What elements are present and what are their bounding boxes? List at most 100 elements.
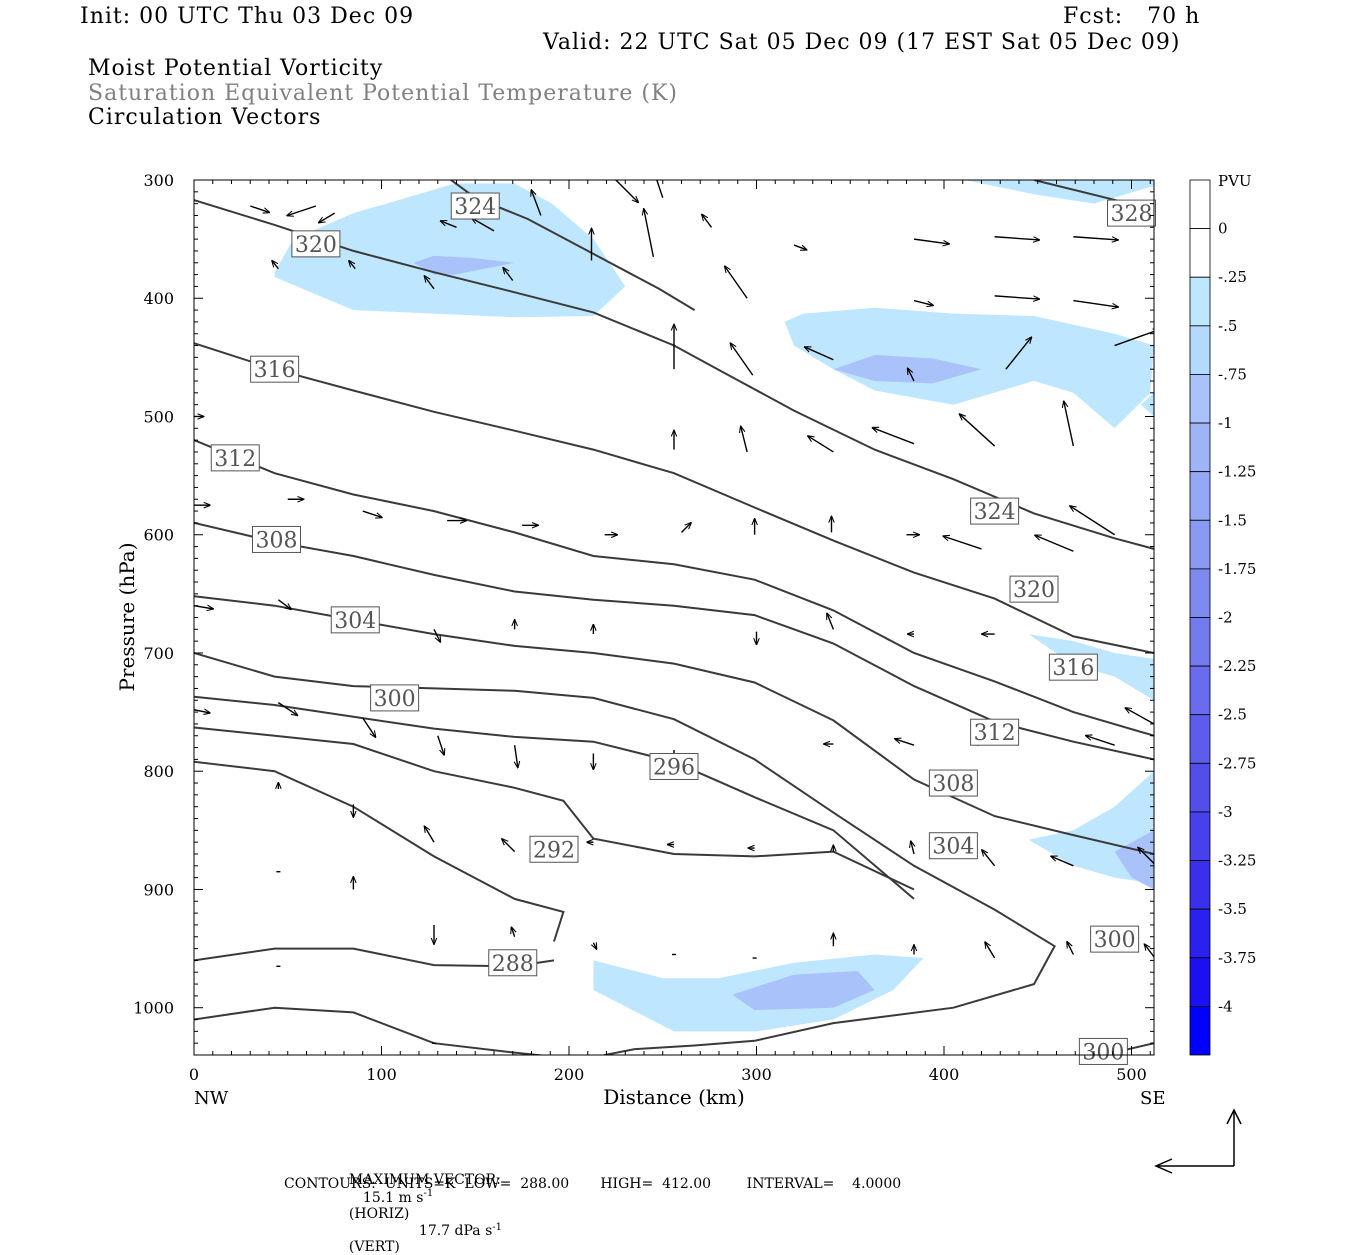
y-tick-label: 500 — [143, 407, 174, 426]
contour-label-box — [210, 444, 260, 472]
circulation-vector — [349, 261, 356, 270]
circulation-vector — [615, 180, 638, 202]
circulation-vector — [277, 702, 297, 716]
circulation-vector — [805, 347, 834, 361]
colorbar-cell — [1189, 860, 1211, 910]
colorbar-cell — [1189, 325, 1211, 375]
circulation-vector — [194, 606, 213, 609]
circulation-vector — [913, 299, 933, 306]
circulation-vector — [982, 850, 996, 867]
contour-label-box — [1107, 199, 1156, 227]
pv-region — [413, 255, 515, 275]
circulation-vector — [908, 368, 915, 382]
theta-contour — [194, 199, 1154, 550]
colorbar-cell — [1189, 617, 1211, 667]
colorbar-cell — [1189, 811, 1211, 861]
circulation-vector — [1005, 337, 1032, 370]
x-tick-label: 500 — [1116, 1065, 1147, 1084]
contour-label-text: 320 — [1013, 578, 1055, 603]
circulation-vector — [503, 268, 514, 281]
colorbar-label: -.25 — [1218, 268, 1247, 286]
circulation-vector — [1144, 944, 1154, 958]
y-tick-label: 600 — [143, 526, 174, 545]
y-tick-label: 1000 — [133, 999, 174, 1018]
circulation-vector — [793, 244, 807, 250]
colorbar-label: -1.75 — [1218, 560, 1256, 578]
contour-label-box — [649, 752, 699, 780]
circulation-vector — [994, 236, 1040, 240]
circulation-vector — [681, 523, 692, 533]
colorbar-cell — [1189, 762, 1211, 813]
contour-label: 300 — [370, 684, 420, 712]
colorbar-label: -1 — [1218, 414, 1233, 432]
colorbar-label: 0 — [1218, 220, 1228, 238]
contour-label-box — [291, 230, 341, 258]
vert-value: 17.7 dPa s — [418, 1223, 493, 1240]
circulation-vector — [808, 436, 834, 453]
contour-label-box — [970, 718, 1020, 746]
contour-label-box — [928, 769, 978, 797]
circulation-vector — [593, 943, 596, 949]
circulation-vector — [441, 221, 457, 228]
contour-label-text: 304 — [334, 609, 376, 634]
contour-label: 324 — [450, 192, 500, 220]
circulation-vector — [1138, 847, 1154, 864]
circulation-vector — [827, 613, 835, 630]
contour-label-text: 320 — [295, 233, 337, 258]
theta-contour — [194, 652, 1056, 1055]
circulation-vector — [1073, 299, 1118, 307]
contour-label-text: 312 — [214, 447, 256, 472]
circulation-vector — [730, 343, 754, 376]
contour-label: 324 — [970, 497, 1020, 525]
contour-label-box — [450, 192, 500, 220]
x-end-right-label: SE — [1140, 1088, 1165, 1109]
contour-label: 304 — [330, 606, 380, 634]
circulation-vector — [943, 536, 982, 550]
contour-label: 288 — [488, 949, 538, 977]
circulation-vector — [1125, 708, 1154, 725]
circulation-vector — [656, 180, 664, 198]
y-tick-label: 400 — [143, 289, 174, 308]
contour-label: 316 — [1048, 653, 1098, 681]
colorbar-cell — [1189, 422, 1211, 473]
contour-label-box — [250, 355, 300, 383]
y-tick-label: 700 — [143, 644, 174, 663]
x-tick-label: 0 — [189, 1065, 199, 1084]
vert-exponent: -1 — [492, 1221, 503, 1233]
circulation-vector — [872, 428, 915, 445]
pv-region — [1114, 830, 1154, 890]
contour-label-text: 324 — [454, 195, 496, 220]
vert-tag: (VERT) — [348, 1239, 400, 1255]
contour-label-text: 316 — [1052, 656, 1094, 681]
circulation-vector — [741, 426, 748, 453]
circulation-vector — [1064, 401, 1075, 447]
circulation-vector — [250, 205, 269, 212]
colorbar-cell — [1189, 276, 1211, 327]
contour-label-box — [928, 832, 978, 860]
x-axis-title: Distance (km) — [603, 1085, 745, 1109]
field-theta-es: Saturation Equivalent Potential Temperat… — [88, 81, 678, 106]
colorbar-cell — [1189, 471, 1211, 521]
field-vectors: Circulation Vectors — [88, 105, 322, 130]
y-axis-title: Pressure (hPa) — [115, 543, 139, 692]
circulation-vector — [994, 295, 1040, 299]
colorbar-label: -3 — [1218, 803, 1233, 821]
colorbar-label: -.75 — [1218, 365, 1247, 383]
contour-label-text: 308 — [256, 528, 298, 553]
contour-label: 320 — [291, 230, 341, 258]
contour-label: 312 — [970, 718, 1020, 746]
x-end-left-label: NW — [194, 1088, 229, 1109]
x-tick-label: 400 — [929, 1065, 960, 1084]
contour-label-text: 300 — [1082, 1040, 1124, 1065]
horiz-value: 15.1 m s — [362, 1189, 424, 1206]
x-tick-label: 300 — [741, 1065, 772, 1084]
contour-label-text: 304 — [932, 835, 974, 860]
contour-label-box — [1048, 653, 1098, 681]
contour-label-text: 288 — [492, 952, 534, 977]
colorbar-cell — [1189, 374, 1211, 424]
contour-label-box — [529, 835, 579, 863]
colorbar-cell — [1189, 519, 1211, 570]
contour-label: 304 — [928, 832, 978, 860]
contour-label-text: 308 — [932, 772, 974, 797]
contours-info: CONTOURS: UNITS=K LOW= 288.00 HIGH= 412.… — [284, 1176, 902, 1192]
